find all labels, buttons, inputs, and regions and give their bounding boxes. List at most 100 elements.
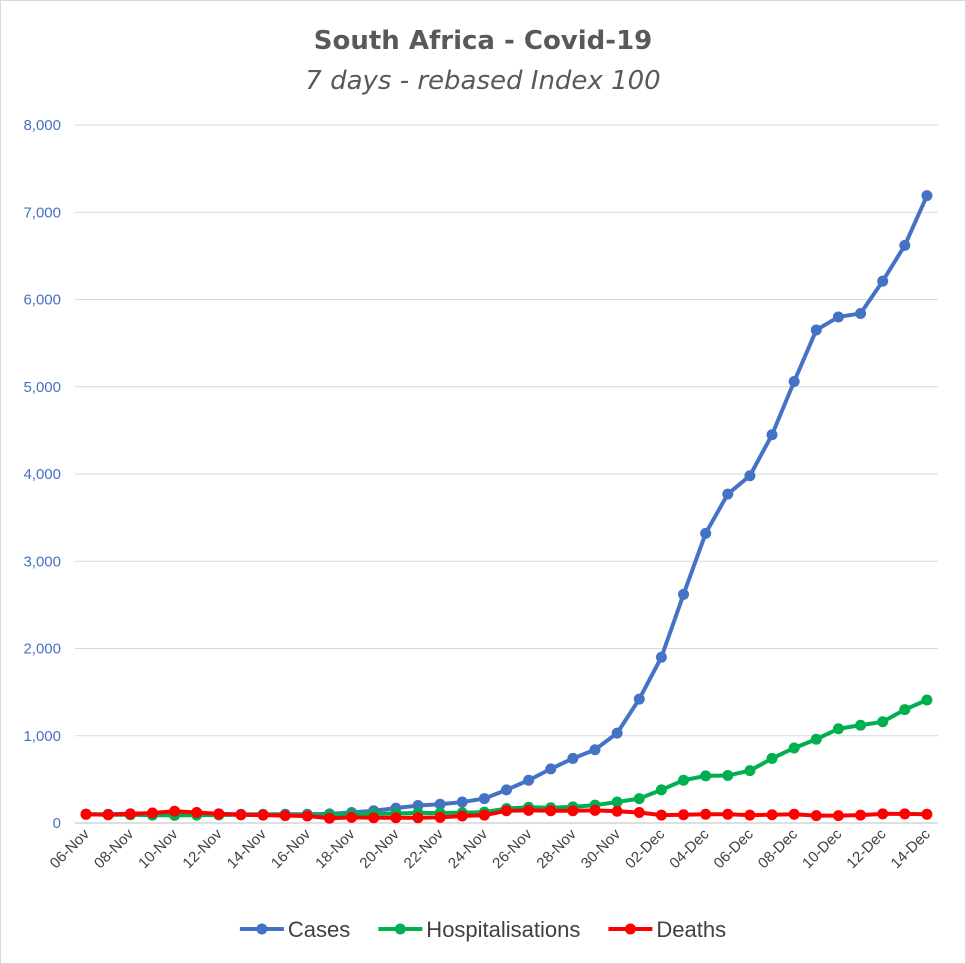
legend-swatch-marker	[394, 923, 406, 935]
chart-subtitle: 7 days - rebased Index 100	[305, 66, 660, 96]
data-point-cases	[877, 275, 889, 287]
data-point-hospitalisations	[877, 716, 889, 728]
data-point-deaths	[567, 805, 579, 817]
data-point-hospitalisations	[788, 742, 800, 754]
data-point-cases	[766, 429, 778, 441]
x-tick-label: 26-Nov	[489, 825, 536, 872]
data-point-deaths	[810, 810, 822, 822]
y-tick-label: 4,000	[23, 466, 61, 483]
data-point-deaths	[589, 804, 601, 816]
data-point-deaths	[545, 805, 557, 817]
gridlines	[75, 124, 938, 824]
x-tick-label: 14-Dec	[888, 825, 935, 872]
series-cases	[80, 190, 933, 820]
data-point-deaths	[368, 812, 380, 824]
y-tick-label: 1,000	[23, 728, 61, 745]
data-point-deaths	[855, 809, 867, 821]
data-point-hospitalisations	[899, 704, 911, 716]
data-point-cases	[855, 307, 867, 319]
data-point-deaths	[390, 812, 402, 824]
x-tick-label: 02-Dec	[622, 825, 669, 872]
data-point-hospitalisations	[611, 796, 623, 808]
data-point-deaths	[633, 807, 645, 819]
data-point-cases	[899, 239, 911, 251]
series-line-hospitalisations	[84, 697, 929, 818]
chart-title: South Africa - Covid-19	[314, 26, 653, 56]
data-point-deaths	[678, 809, 690, 821]
x-tick-label: 10-Nov	[135, 825, 182, 872]
y-tick-label: 8,000	[23, 117, 61, 134]
data-point-deaths	[744, 809, 756, 821]
data-point-hospitalisations	[700, 770, 712, 782]
data-point-deaths	[832, 810, 844, 822]
data-point-hospitalisations	[744, 765, 756, 777]
data-point-deaths	[323, 812, 335, 824]
data-point-deaths	[899, 808, 911, 820]
y-axis-ticks: 0 1,000 2,000 3,000 4,000 5,000 6,000 7,000 8,00…	[23, 117, 61, 832]
data-point-deaths	[301, 810, 313, 822]
x-tick-label: 14-Nov	[224, 825, 271, 872]
data-point-cases	[478, 793, 490, 805]
legend-swatch-marker	[624, 923, 636, 935]
data-point-hospitalisations	[855, 719, 867, 731]
data-point-deaths	[346, 811, 358, 823]
legend-item-deaths: Deaths	[608, 917, 726, 942]
y-tick-label: 0	[53, 815, 61, 832]
data-point-deaths	[788, 808, 800, 820]
data-point-deaths	[501, 805, 512, 817]
data-point-cases	[456, 796, 468, 808]
x-tick-label: 04-Dec	[666, 825, 713, 872]
x-axis-ticks: 06-Nov08-Nov10-Nov12-Nov14-Nov16-Nov18-N…	[47, 825, 934, 872]
data-point-deaths	[478, 809, 490, 821]
x-tick-label: 22-Nov	[401, 825, 448, 872]
data-point-hospitalisations	[678, 774, 690, 786]
data-point-hospitalisations	[921, 694, 933, 706]
x-tick-label: 30-Nov	[578, 825, 625, 872]
data-point-deaths	[523, 804, 535, 816]
x-tick-label: 16-Nov	[268, 825, 315, 872]
data-point-deaths	[722, 808, 734, 820]
series-hospitalisations	[80, 694, 933, 821]
data-point-deaths	[766, 809, 778, 821]
data-point-hospitalisations	[722, 769, 734, 781]
data-point-deaths	[235, 809, 247, 821]
data-point-deaths	[655, 809, 667, 821]
y-tick-label: 3,000	[23, 553, 61, 570]
data-point-hospitalisations	[655, 784, 667, 796]
x-tick-label: 20-Nov	[356, 825, 403, 872]
data-point-cases	[589, 744, 601, 756]
legend-item-cases: Cases	[239, 917, 350, 942]
legend-label: Cases	[288, 917, 350, 942]
x-tick-label: 06-Nov	[47, 825, 94, 872]
data-point-deaths	[700, 808, 712, 820]
x-tick-label: 08-Dec	[755, 825, 802, 872]
data-point-hospitalisations	[633, 793, 645, 805]
data-point-hospitalisations	[810, 733, 822, 745]
data-point-deaths	[102, 809, 114, 821]
data-point-deaths	[412, 812, 424, 824]
data-point-hospitalisations	[766, 752, 778, 764]
data-point-deaths	[611, 805, 623, 817]
x-tick-label: 06-Dec	[711, 825, 758, 872]
x-tick-label: 12-Dec	[843, 825, 890, 872]
series-line-cases	[84, 193, 929, 817]
data-point-cases	[434, 798, 446, 810]
data-point-cases	[567, 752, 579, 764]
data-point-cases	[921, 190, 933, 202]
data-point-deaths	[257, 809, 269, 821]
series-lines	[80, 190, 933, 824]
data-point-deaths	[191, 807, 203, 819]
x-tick-label: 28-Nov	[533, 825, 580, 872]
data-point-cases	[655, 651, 667, 663]
data-point-cases	[501, 784, 512, 796]
data-point-cases	[832, 311, 844, 323]
x-tick-label: 10-Dec	[799, 825, 846, 872]
x-tick-label: 18-Nov	[312, 825, 359, 872]
data-point-deaths	[456, 810, 468, 822]
data-point-cases	[545, 763, 557, 775]
data-point-cases	[700, 527, 712, 539]
y-tick-label: 7,000	[23, 204, 61, 221]
data-point-deaths	[877, 808, 889, 820]
